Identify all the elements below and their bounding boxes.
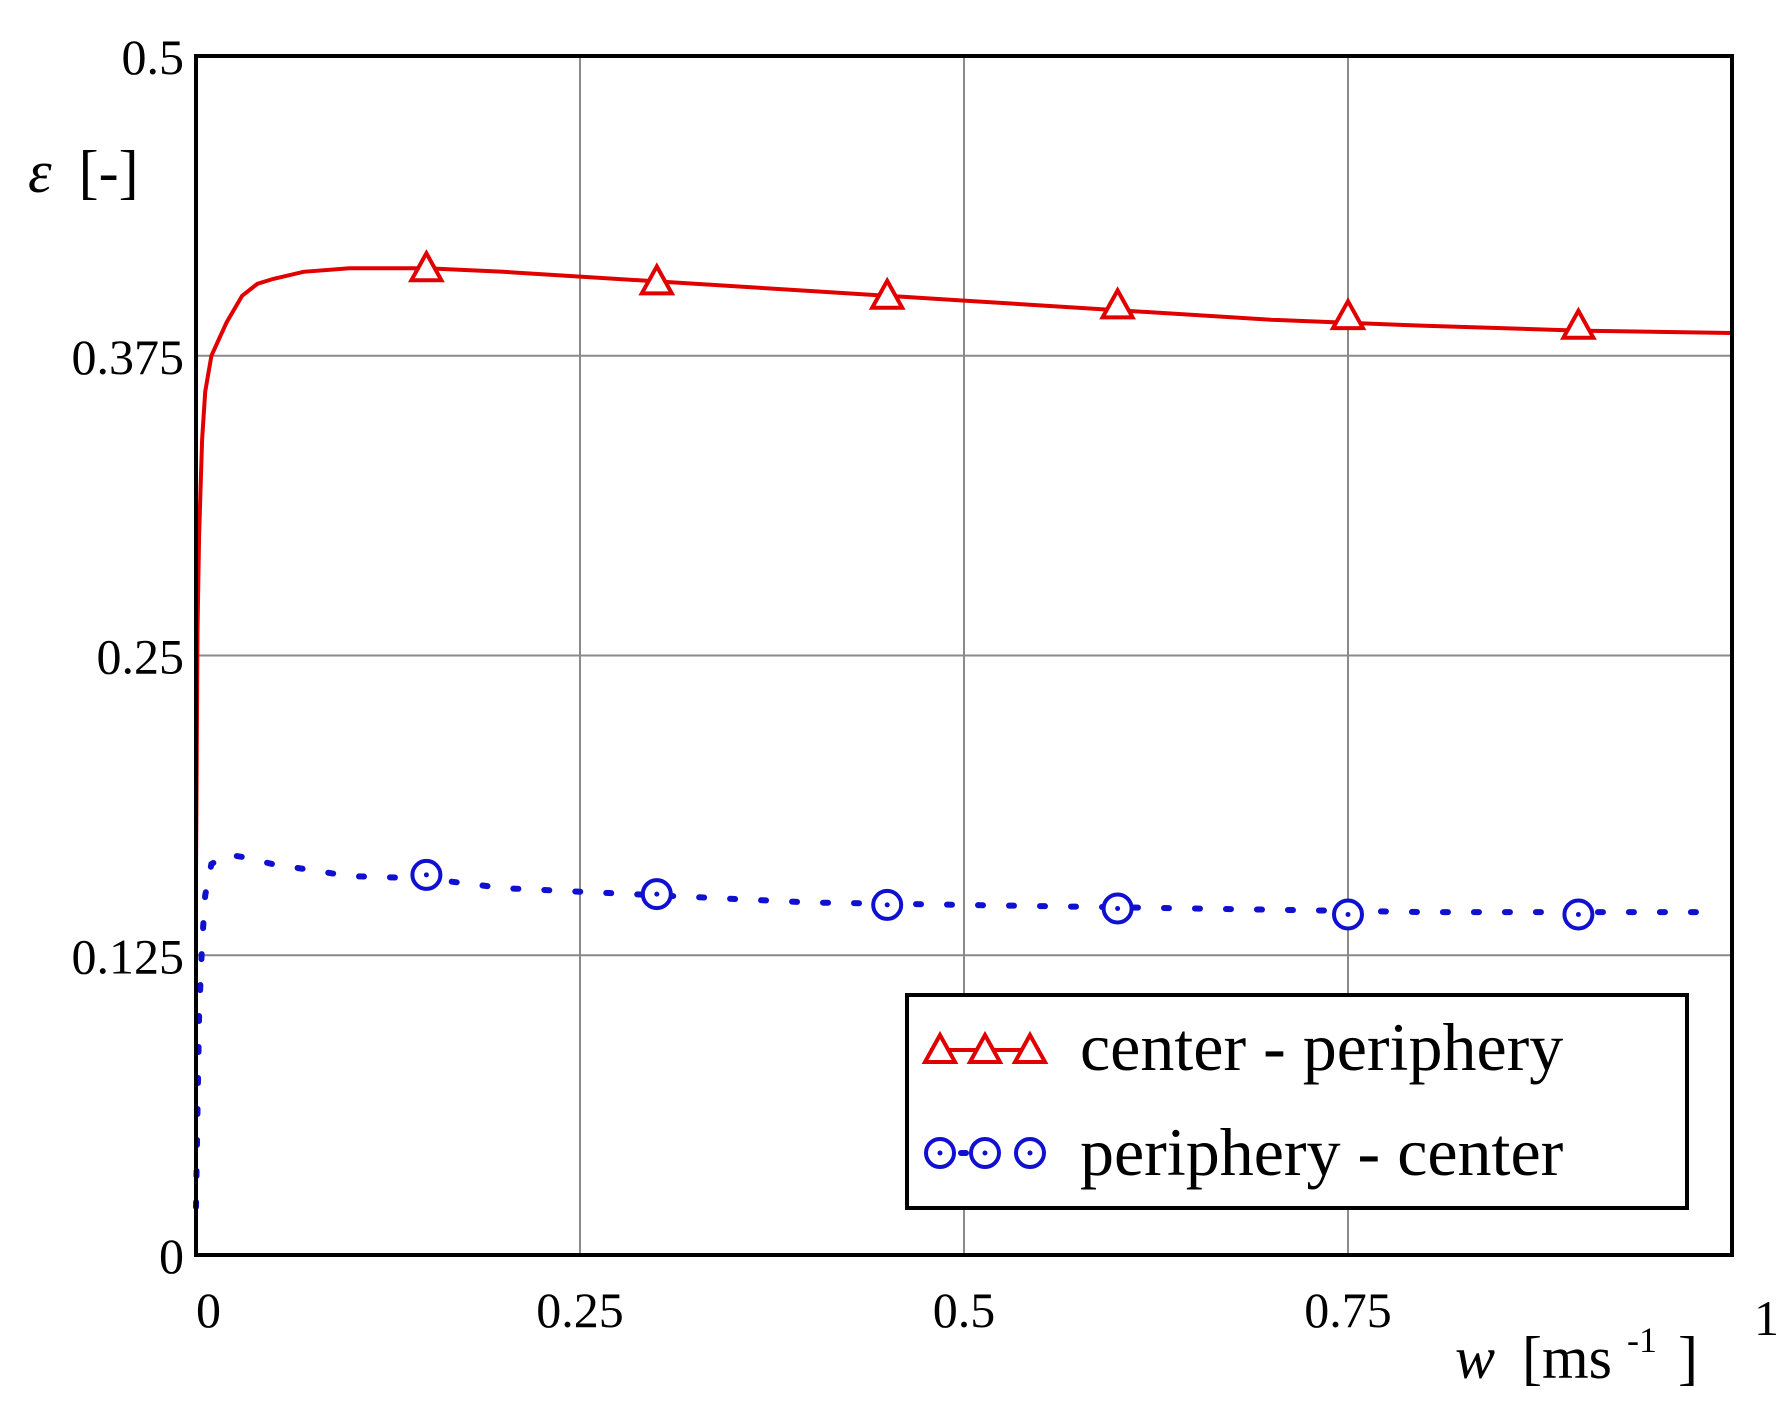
legend-sample-periphery-center	[926, 1139, 1044, 1167]
x-tick-label: 0.5	[933, 1282, 996, 1338]
y-axis-unit: [-]	[79, 139, 139, 205]
x-axis-unit-suffix: ]	[1678, 1325, 1698, 1391]
circle-marker-center	[1346, 912, 1351, 917]
x-tick-label: 0	[196, 1282, 221, 1338]
x-tick-label: 1	[1754, 1290, 1777, 1346]
y-tick-label: 0.375	[72, 329, 185, 385]
circle-marker-center	[1576, 912, 1581, 917]
y-tick-label: 0.25	[97, 629, 185, 685]
legend: center - periphery periphery - center	[907, 995, 1687, 1208]
circle-marker-center	[938, 1151, 943, 1156]
y-axis-symbol: ε	[28, 139, 52, 205]
x-tick-label: 0.25	[536, 1282, 624, 1338]
circle-marker-center	[1115, 906, 1120, 911]
circle-marker-center	[983, 1151, 988, 1156]
y-tick-label: 0.5	[122, 29, 185, 85]
y-axis-label: ε [-]	[28, 139, 139, 205]
legend-label-center-periphery: center - periphery	[1080, 1009, 1563, 1085]
circle-marker-center	[885, 902, 890, 907]
circle-marker-center	[424, 872, 429, 877]
y-tick-label: 0.125	[72, 928, 185, 984]
legend-sample-center-periphery	[925, 1035, 1045, 1062]
y-tick-label: 0	[159, 1228, 184, 1284]
x-axis-unit-exponent: -1	[1627, 1320, 1657, 1360]
x-axis-unit-prefix: [ms	[1522, 1325, 1612, 1391]
x-axis-symbol: w	[1455, 1325, 1495, 1391]
legend-label-periphery-center: periphery - center	[1080, 1114, 1564, 1190]
circle-marker-center	[654, 892, 659, 897]
circle-marker-center	[1028, 1151, 1033, 1156]
x-tick-label: 0.75	[1304, 1282, 1392, 1338]
